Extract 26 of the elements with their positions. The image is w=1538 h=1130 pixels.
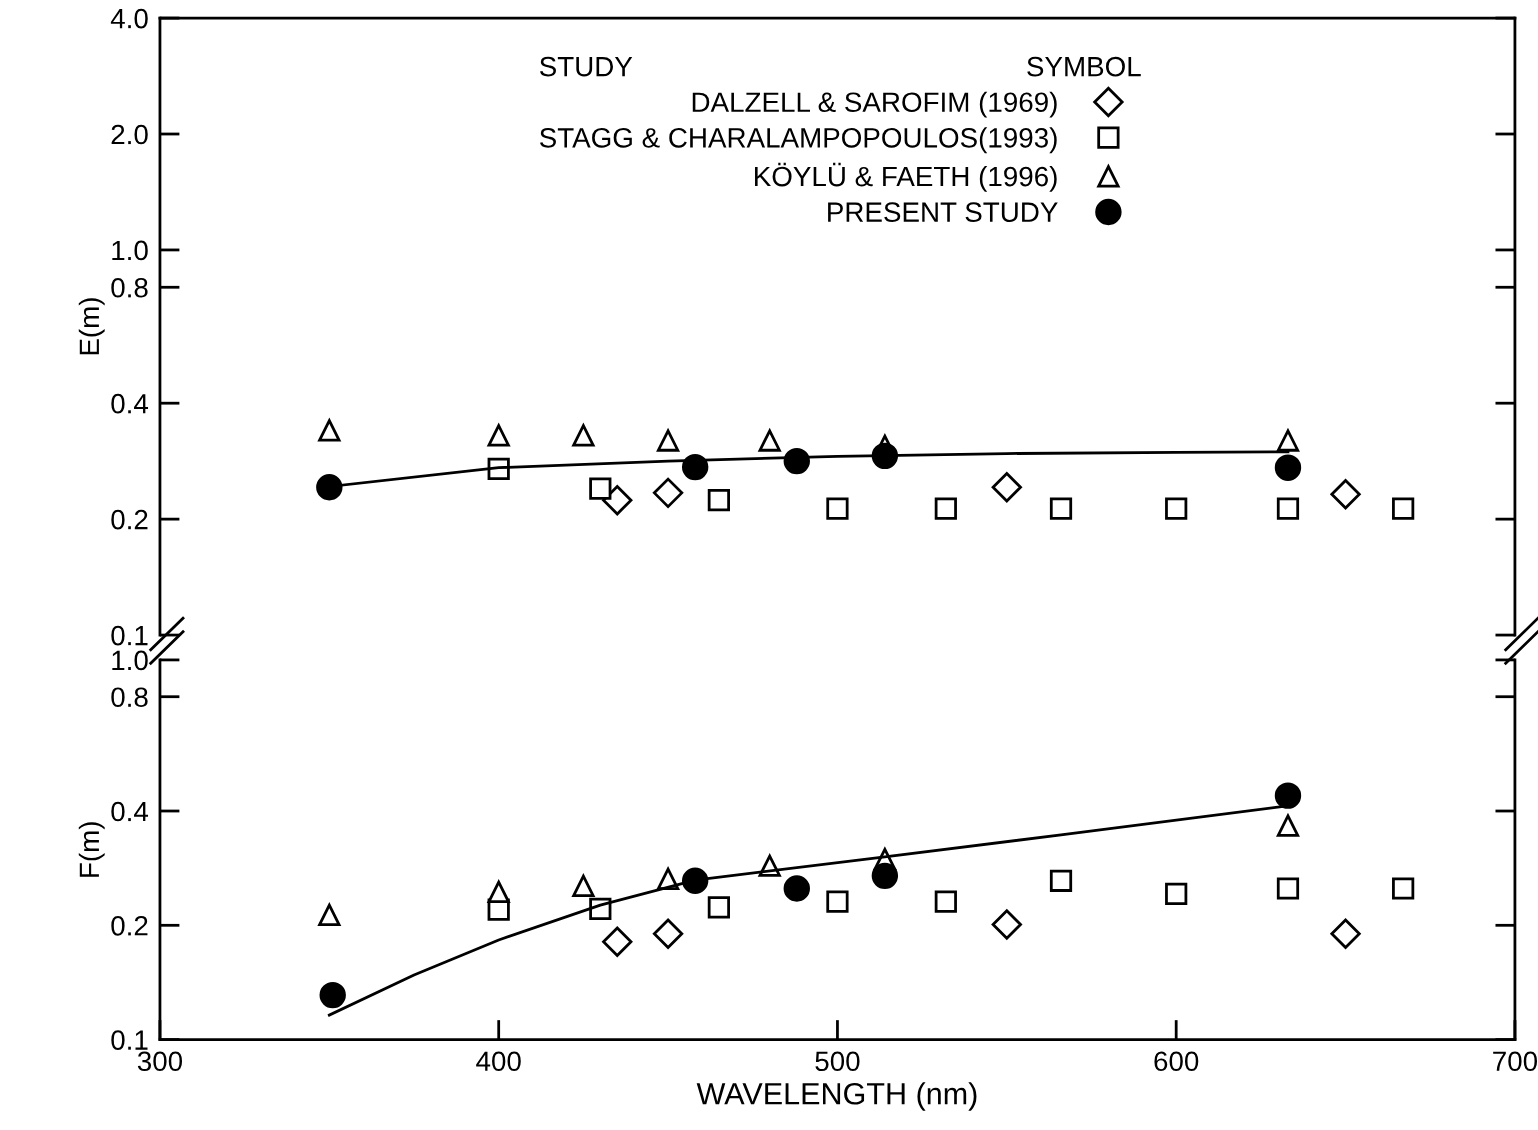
- legend-label: KÖYLÜ & FAETH (1996): [755, 162, 1057, 192]
- x-tick-label: 500: [815, 1051, 860, 1072]
- y-tick-label: 0.2: [111, 509, 148, 530]
- legend-label: STAGG & CHARALAMPOPOULOS(1993): [539, 127, 1057, 154]
- x-tick-label: 600: [1154, 1051, 1199, 1072]
- y-tick-label: 0.8: [111, 687, 148, 708]
- y-tick-label: 4.0: [110, 8, 148, 29]
- legend-title: STUDY: [539, 56, 633, 77]
- y-axis-title: E(m): [78, 298, 105, 355]
- x-tick-label: 400: [476, 1051, 521, 1072]
- y-tick-label: 1.0: [112, 650, 148, 671]
- y-tick-label: 2.0: [111, 124, 148, 145]
- y-tick-label: 0.8: [111, 277, 148, 298]
- x-tick-label: 700: [1493, 1051, 1538, 1072]
- annotation: SYMBOL: [1027, 56, 1141, 77]
- y-tick-label: 1.0: [112, 240, 148, 261]
- y-tick-label: 0.4: [111, 393, 149, 414]
- x-axis-title: WAVELENGTH (nm): [696, 1082, 977, 1111]
- y-axis-title: F(m): [78, 822, 105, 877]
- y-tick-label: 0.1: [111, 1030, 148, 1050]
- x-tick-label: 300: [137, 1051, 183, 1072]
- y-tick-label: 0.4: [111, 801, 149, 822]
- y-tick-label: 0.1: [111, 625, 148, 646]
- legend-label: PRESENT STUDY: [828, 202, 1058, 223]
- y-tick-label: 0.2: [111, 915, 148, 936]
- legend-label: DALZELL & SAROFIM (1969): [692, 91, 1057, 118]
